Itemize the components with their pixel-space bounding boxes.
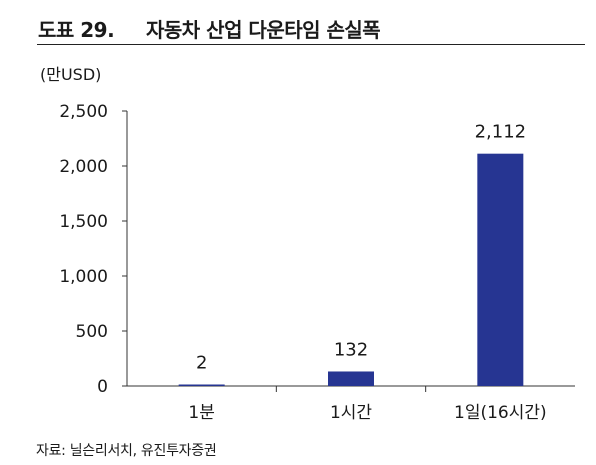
figure-title: 자동차 산업 다운타임 손실폭 bbox=[146, 18, 381, 42]
y-unit-label: (만USD) bbox=[40, 65, 101, 84]
y-tick-label: 1,000 bbox=[59, 267, 108, 287]
source-note: 자료: 닐슨리서치, 유진투자증권 bbox=[36, 443, 217, 459]
y-tick-label: 2,500 bbox=[59, 102, 108, 122]
figure-label: 도표 29. bbox=[38, 18, 115, 42]
bar-1 bbox=[178, 384, 225, 386]
y-tick-label: 1,500 bbox=[59, 212, 108, 232]
figure-header: 도표 29. 자동차 산업 다운타임 손실폭 bbox=[0, 0, 596, 46]
bar-3 bbox=[477, 153, 524, 386]
value-label: 132 bbox=[334, 339, 368, 360]
value-label: 2 bbox=[196, 353, 207, 374]
y-tick-label: 0 bbox=[97, 377, 108, 397]
y-tick-label: 2,000 bbox=[59, 157, 108, 177]
bar-2 bbox=[328, 371, 374, 386]
x-tick-label: 1일(16시간) bbox=[454, 403, 547, 423]
header-divider bbox=[37, 44, 585, 45]
x-tick-label: 1분 bbox=[188, 403, 214, 423]
x-tick-label: 1시간 bbox=[330, 403, 372, 423]
y-tick-label: 500 bbox=[76, 322, 108, 342]
value-label: 2,112 bbox=[475, 122, 527, 143]
